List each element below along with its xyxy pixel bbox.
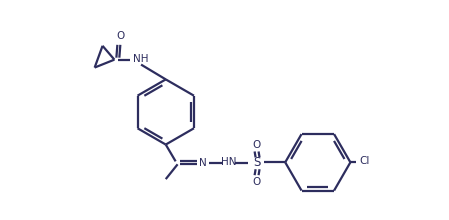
Text: Cl: Cl xyxy=(359,156,370,166)
Text: O: O xyxy=(116,31,124,41)
Text: O: O xyxy=(252,177,261,187)
Text: HN: HN xyxy=(221,157,237,167)
Text: NH: NH xyxy=(133,54,149,64)
Text: O: O xyxy=(252,139,261,150)
Text: S: S xyxy=(253,156,260,169)
Text: N: N xyxy=(199,158,207,168)
